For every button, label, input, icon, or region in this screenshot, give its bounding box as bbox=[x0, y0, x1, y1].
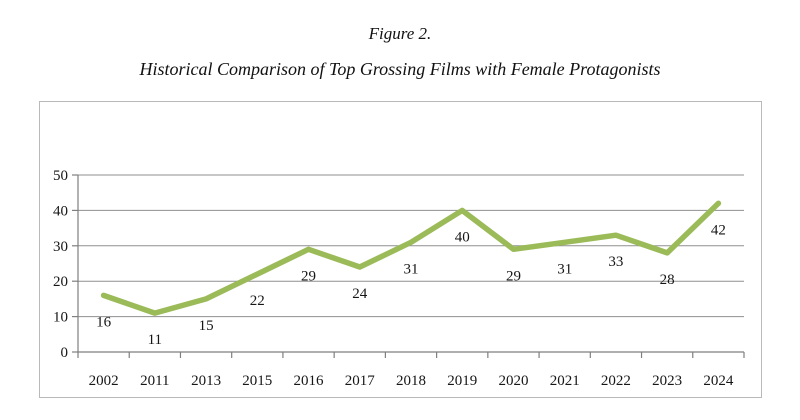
x-tick-label: 2017 bbox=[345, 373, 376, 389]
y-tick-label: 50 bbox=[53, 168, 68, 184]
x-tick-label: 2022 bbox=[601, 373, 631, 389]
x-tick-label: 2013 bbox=[191, 373, 221, 389]
x-tick-label: 2002 bbox=[89, 373, 119, 389]
y-tick-label: 10 bbox=[53, 310, 68, 326]
x-tick-label: 2020 bbox=[498, 373, 528, 389]
data-label: 31 bbox=[404, 261, 419, 277]
data-label: 24 bbox=[352, 286, 368, 302]
data-label: 29 bbox=[301, 268, 316, 284]
x-tick-label: 2024 bbox=[703, 373, 734, 389]
x-tick-label: 2023 bbox=[652, 373, 682, 389]
x-tick-label: 2015 bbox=[242, 373, 272, 389]
x-tick-label: 2016 bbox=[294, 373, 325, 389]
data-label: 29 bbox=[506, 268, 521, 284]
y-tick-label: 30 bbox=[53, 239, 68, 255]
series-line bbox=[100, 200, 722, 316]
data-label: 33 bbox=[608, 254, 623, 270]
data-label: 15 bbox=[199, 318, 214, 334]
data-label: 11 bbox=[148, 332, 162, 348]
y-tick-label: 40 bbox=[53, 203, 68, 219]
data-label: 28 bbox=[660, 272, 675, 288]
x-tick-label: 2011 bbox=[140, 373, 169, 389]
data-label: 42 bbox=[711, 222, 726, 238]
data-label: 31 bbox=[557, 261, 572, 277]
line-chart: 0 10 20 30 40 50 2002 2011 2013 2015 2016 2017 2018 2… bbox=[53, 168, 745, 389]
x-tick-label: 2018 bbox=[396, 373, 426, 389]
data-label: 40 bbox=[455, 229, 470, 245]
x-tick-label: 2019 bbox=[447, 373, 477, 389]
chart-frame: 0 10 20 30 40 50 2002 2011 2013 2015 2016 2017 2018 2… bbox=[39, 101, 762, 398]
data-label: 16 bbox=[96, 314, 112, 330]
y-tick-label: 20 bbox=[53, 274, 68, 290]
figure-caption-label: Figure 2. bbox=[368, 24, 432, 43]
y-tick-label: 0 bbox=[61, 345, 69, 361]
x-tick-label: 2021 bbox=[550, 373, 580, 389]
data-label: 22 bbox=[250, 293, 265, 309]
figure-caption-title: Historical Comparison of Top Grossing Fi… bbox=[139, 59, 661, 79]
